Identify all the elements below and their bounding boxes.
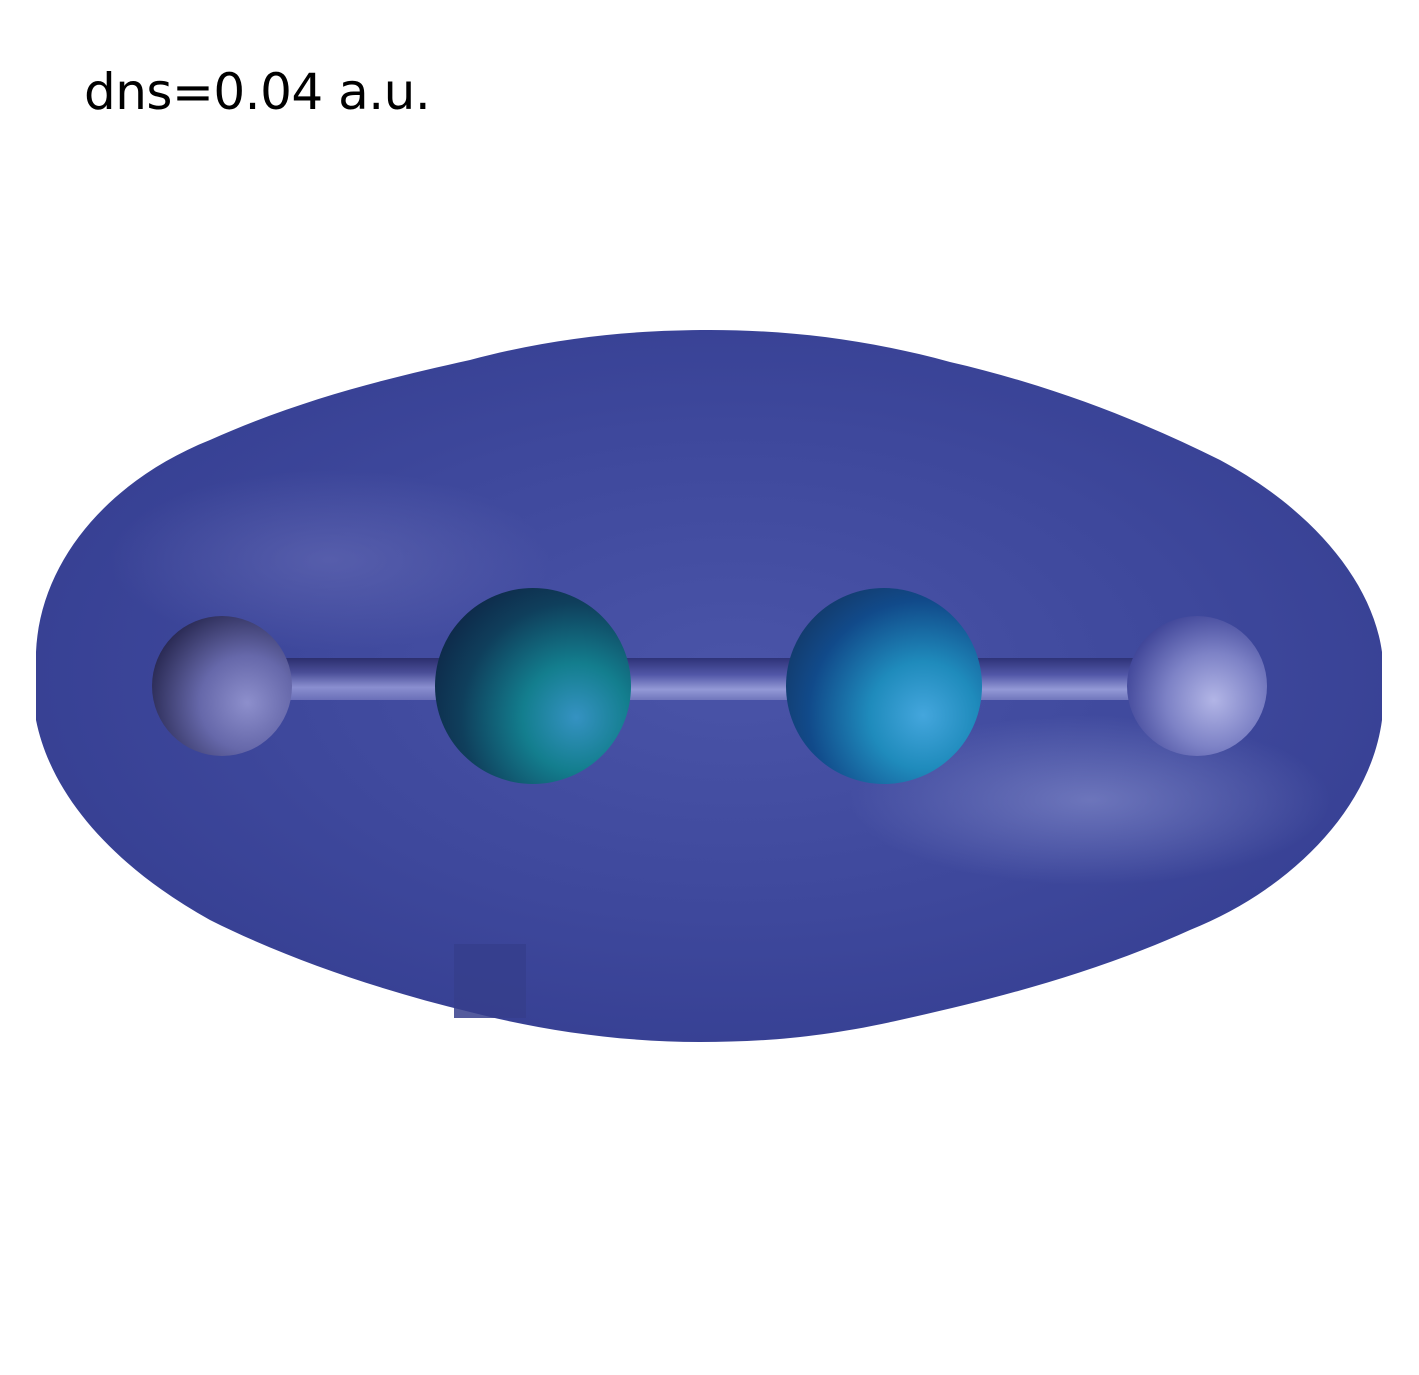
end-atom-left xyxy=(152,616,292,756)
bond-center xyxy=(600,658,820,700)
isosurface-highlight-left xyxy=(110,470,550,650)
end-atom-right xyxy=(1127,616,1267,756)
center-atom-right xyxy=(786,588,982,784)
render-artifact-square xyxy=(454,944,526,1018)
isosurface-density-label: dns=0.04 a.u. xyxy=(84,63,431,121)
center-atom-left xyxy=(435,588,631,784)
isosurface-highlight-right xyxy=(850,715,1330,885)
bond-left xyxy=(262,658,462,700)
bond-right xyxy=(950,658,1150,700)
